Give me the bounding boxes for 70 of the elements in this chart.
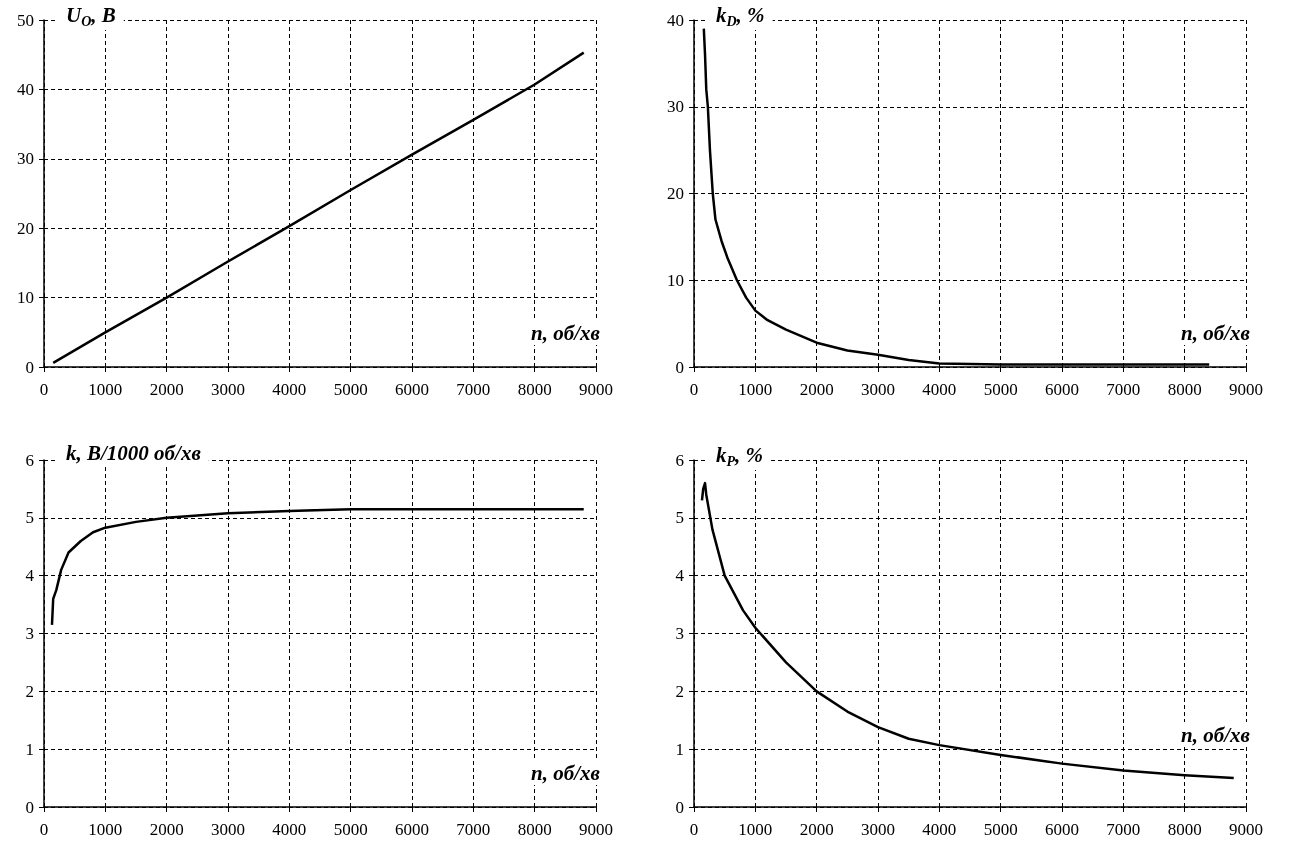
x-tick-label: 8000 <box>1167 380 1202 399</box>
x-tick-label: 1000 <box>738 820 773 839</box>
x-tick-label: 3000 <box>211 820 245 839</box>
x-tick-label: 8000 <box>517 820 552 839</box>
y-tick-label: 40 <box>17 79 34 99</box>
x-axis-title: n, об/хв <box>1181 320 1251 345</box>
x-tick-label: 7000 <box>456 820 491 839</box>
x-tick-label: 4000 <box>922 380 957 399</box>
y-tick-label: 5 <box>675 508 684 528</box>
x-tick-label: 4000 <box>922 820 957 839</box>
y-tick-label: 0 <box>675 797 684 817</box>
y-tick-label: 4 <box>675 566 685 586</box>
x-tick-label: 7000 <box>1106 820 1141 839</box>
x-axis-title: n, об/хв <box>531 760 601 785</box>
x-tick-label: 1000 <box>738 380 773 399</box>
x-tick-label: 9000 <box>579 820 613 839</box>
y-tick-label: 30 <box>667 97 684 117</box>
x-tick-label: 2000 <box>799 820 834 839</box>
y-tick-label: 40 <box>667 10 684 30</box>
y-tick-label: 10 <box>667 270 684 290</box>
x-tick-label: 3000 <box>861 820 895 839</box>
x-tick-label: 6000 <box>395 380 429 399</box>
x-tick-label: 0 <box>39 380 49 399</box>
x-tick-label: 6000 <box>395 820 429 839</box>
x-tick-label: 8000 <box>517 380 552 399</box>
y-tick-label: 0 <box>675 357 684 377</box>
y-tick-label: 1 <box>25 739 34 759</box>
x-tick-label: 0 <box>689 380 699 399</box>
y-tick-label: 2 <box>25 681 34 701</box>
y-tick-label: 20 <box>667 184 684 203</box>
x-tick-label: 9000 <box>579 380 613 399</box>
x-tick-label: 2000 <box>799 380 834 399</box>
y-tick-label: 0 <box>25 797 34 817</box>
x-tick-label: 2000 <box>149 820 184 839</box>
x-tick-label: 1000 <box>88 380 123 399</box>
x-tick-label: 3000 <box>861 380 895 399</box>
x-tick-label: 7000 <box>456 380 491 399</box>
x-tick-label: 2000 <box>149 380 184 399</box>
x-tick-label: 3000 <box>211 380 245 399</box>
y-tick-label: 30 <box>17 149 34 169</box>
y-tick-label: 3 <box>675 624 684 643</box>
y-tick-label: 6 <box>25 450 34 470</box>
y-tick-label: 1 <box>675 739 684 759</box>
x-axis-title: n, об/хв <box>1181 722 1251 747</box>
y-tick-label: 10 <box>17 288 34 308</box>
x-tick-label: 9000 <box>1229 820 1263 839</box>
y-axis-title: k, B/1000 об/хв <box>66 440 202 465</box>
y-tick-label: 50 <box>17 10 34 30</box>
y-tick-label: 2 <box>675 681 684 701</box>
x-tick-label: 6000 <box>1045 820 1079 839</box>
y-tick-label: 3 <box>25 624 34 643</box>
x-tick-label: 9000 <box>1229 380 1263 399</box>
x-tick-label: 6000 <box>1045 380 1079 399</box>
x-tick-label: 4000 <box>272 820 307 839</box>
x-tick-label: 5000 <box>983 820 1018 839</box>
x-tick-label: 0 <box>689 820 699 839</box>
x-tick-label: 1000 <box>88 820 123 839</box>
x-tick-label: 5000 <box>983 380 1018 399</box>
x-tick-label: 7000 <box>1106 380 1141 399</box>
y-tick-label: 4 <box>25 566 35 586</box>
x-tick-label: 8000 <box>1167 820 1202 839</box>
x-tick-label: 0 <box>39 820 49 839</box>
y-tick-label: 0 <box>25 357 34 377</box>
x-tick-label: 4000 <box>272 380 307 399</box>
y-tick-label: 6 <box>675 450 684 470</box>
x-axis-title: n, об/хв <box>531 320 601 345</box>
y-tick-label: 20 <box>17 218 34 238</box>
y-tick-label: 5 <box>25 508 34 528</box>
x-tick-label: 5000 <box>333 380 368 399</box>
x-tick-label: 5000 <box>333 820 368 839</box>
